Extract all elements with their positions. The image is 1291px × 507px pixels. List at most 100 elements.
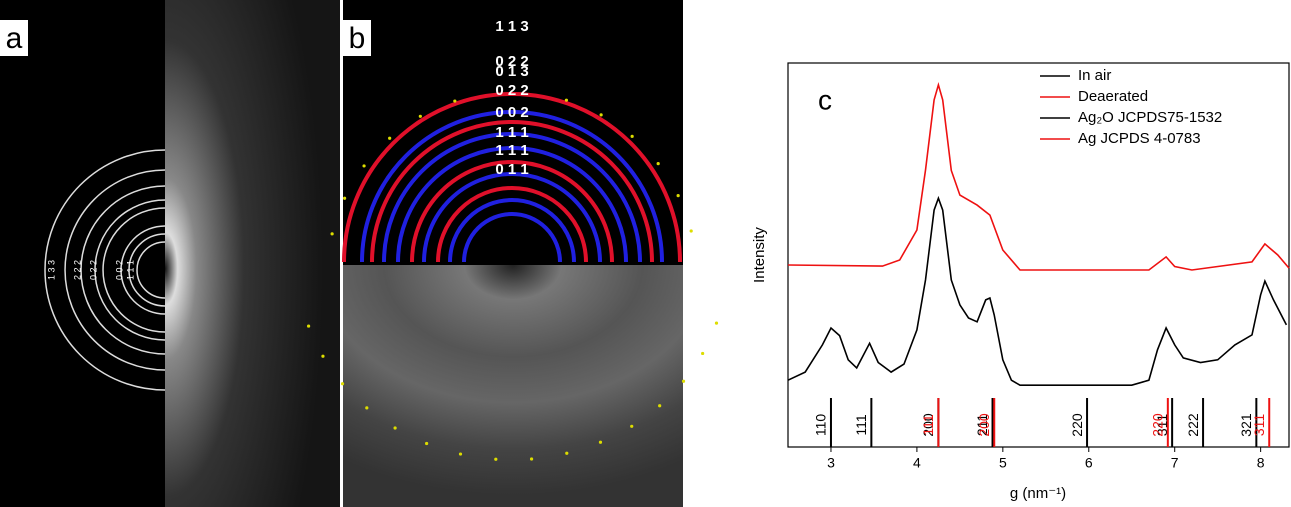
x-tick-label: 8 [1257, 455, 1265, 471]
indexed-spot [321, 354, 325, 358]
reference-label: 321 [1238, 413, 1254, 437]
indexed-spot [330, 232, 334, 236]
ring-label: 1 3 3 [46, 260, 56, 280]
indexed-spot [343, 196, 347, 200]
x-axis-title: g (nm⁻¹) [1010, 485, 1066, 502]
ring-arc [342, 92, 682, 263]
ring-label: 1 1 1 [495, 142, 528, 159]
ring-arc [64, 169, 166, 371]
ring-label: 0 0 2 [495, 104, 528, 121]
ring-arc [360, 110, 664, 263]
reference-label: 111 [853, 414, 869, 435]
diffraction-image [165, 0, 340, 507]
indexed-spot [388, 136, 392, 140]
ring-arc [448, 198, 576, 263]
reference-label: 200 [976, 413, 992, 437]
ring-arc [436, 186, 588, 263]
indexed-spot [656, 162, 660, 166]
indexed-spot [630, 134, 634, 138]
ring-arc [462, 212, 562, 263]
ring-overlay [342, 92, 682, 263]
indexed-spot [529, 457, 534, 461]
x-tick-label: 7 [1171, 455, 1179, 471]
legend-label: In air [1078, 67, 1111, 84]
indexed-spot [630, 424, 634, 428]
indexed-spot [418, 114, 422, 118]
indexed-spot [393, 426, 397, 430]
reference-label: 222 [1185, 413, 1201, 437]
indexed-spot [458, 452, 463, 456]
ring-arc [102, 207, 166, 333]
panel-label-box [343, 20, 371, 56]
ring-label: 0 2 2 [495, 53, 528, 70]
ring-label: 2 2 2 [72, 260, 82, 280]
ring-arc [422, 172, 602, 263]
ring-label: 1 1 3 [495, 18, 528, 35]
ring-arc [128, 233, 166, 307]
x-tick-label: 5 [999, 455, 1007, 471]
ring-arc [382, 132, 642, 263]
indexed-spot [658, 404, 662, 408]
reference-label: 220 [1150, 413, 1166, 437]
legend-label: Ag₂O JCPDS75-1532 [1078, 109, 1222, 126]
ring-label: 0 0 2 [114, 260, 124, 280]
panel-label: c [818, 84, 832, 115]
indexed-spot [425, 441, 429, 446]
indexed-spot [564, 98, 568, 102]
reference-label: 211 [974, 414, 990, 437]
indexed-spot [362, 164, 366, 168]
ring-overlay [44, 149, 166, 391]
x-tick-label: 4 [913, 455, 921, 471]
ring-label: 0 2 2 [88, 260, 98, 280]
ring-label: 0 2 2 [495, 82, 528, 99]
ring-arc [410, 160, 614, 263]
panel-label: a [6, 22, 23, 55]
indexed-spot [681, 379, 686, 383]
indexed-spot [714, 321, 719, 325]
ring-arc [396, 146, 628, 263]
ring-arc [80, 185, 166, 355]
x-tick-label: 3 [827, 455, 835, 471]
indexed-spot [365, 406, 369, 410]
ring-arc [120, 225, 166, 315]
plot-frame [787, 62, 1290, 448]
indexed-spot [599, 113, 603, 117]
reference-label: 220 [1069, 413, 1085, 437]
legend-label: Ag JCPDS 4-0783 [1078, 130, 1201, 147]
ring-arc [94, 199, 166, 341]
indexed-spot [340, 382, 345, 386]
indexed-spot [598, 440, 603, 444]
reference-label: 311 [1154, 414, 1170, 437]
ring-arc [370, 120, 654, 263]
ring-label: 1 1 1 [495, 124, 528, 141]
indexed-spot [565, 451, 569, 455]
panel-label-box [0, 20, 28, 56]
ring-label: 1 1 1 [125, 260, 135, 280]
ring-label: 0 1 3 [495, 63, 528, 80]
reference-label: 110 [813, 414, 829, 437]
indexed-spot [689, 229, 693, 233]
indexed-spot [306, 324, 311, 328]
data-line [787, 195, 1288, 386]
ring-label: 0 1 1 [495, 161, 528, 178]
x-tick-label: 6 [1085, 455, 1093, 471]
reference-label: 311 [1251, 414, 1267, 437]
panel-label: b [349, 22, 366, 55]
panel-b: b 1 1 30 2 20 1 30 2 20 0 21 1 11 1 10 1… [306, 0, 719, 507]
indexed-spot [676, 194, 680, 198]
reference-label: 111 [920, 414, 936, 435]
data-line [787, 81, 1290, 271]
diffraction-image [343, 265, 683, 507]
indexed-spot [701, 351, 705, 356]
y-axis-title: Intensity [751, 227, 768, 283]
indexed-spot [453, 99, 457, 103]
indexed-spot [494, 457, 498, 461]
legend-label: Deaerated [1078, 88, 1148, 105]
reference-label: 200 [920, 413, 936, 437]
ring-arc [44, 149, 166, 391]
ring-arc [136, 241, 166, 299]
